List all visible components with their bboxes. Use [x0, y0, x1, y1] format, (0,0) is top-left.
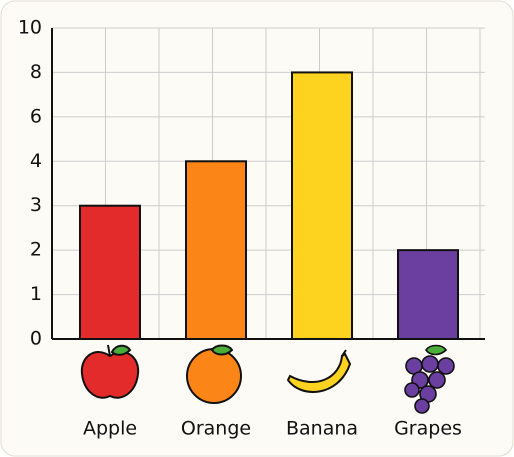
bar: [79, 204, 141, 340]
banana-icon: [286, 349, 352, 393]
x-tick-label: Grapes: [394, 418, 462, 440]
x-tick-label: Banana: [286, 418, 358, 440]
bar: [291, 71, 353, 341]
bar: [397, 249, 459, 340]
orange-icon: [186, 344, 242, 404]
apple-icon: [80, 344, 140, 399]
y-tick-label: 4: [30, 150, 42, 172]
y-tick-label: 3: [30, 194, 42, 216]
grapes-icon: [404, 344, 455, 414]
x-tick-label: Orange: [181, 418, 251, 440]
bars: [79, 71, 459, 341]
y-tick-label: 2: [30, 239, 42, 261]
y-tick-label: 8: [30, 61, 42, 83]
bar: [185, 160, 247, 340]
y-tick-label: 0: [30, 328, 42, 350]
y-tick-label: 10: [18, 17, 42, 39]
y-tick-label: 6: [30, 105, 42, 127]
x-tick-label: Apple: [83, 418, 137, 440]
y-tick-label: 1: [30, 283, 42, 305]
